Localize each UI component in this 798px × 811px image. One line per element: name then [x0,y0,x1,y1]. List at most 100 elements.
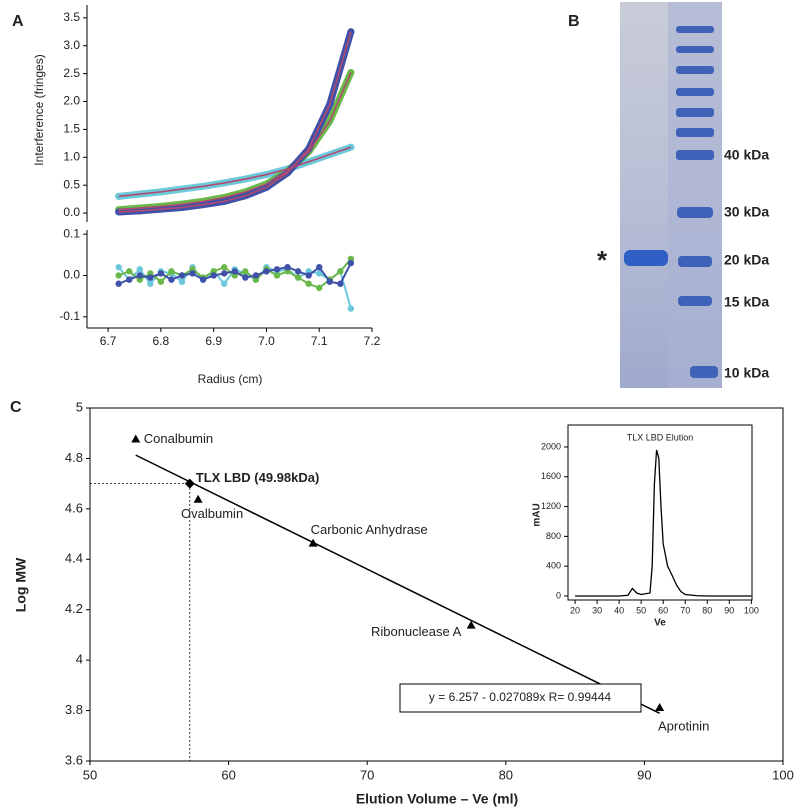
x-tick-label: 7.1 [311,334,328,348]
residual-point [305,280,312,287]
x-tick-label: 90 [637,767,651,782]
x-axis-label: Radius (cm) [198,372,263,386]
point-label: Aprotinin [658,718,709,733]
plot-frame [567,424,753,601]
residual-point [231,268,238,275]
residual-point [294,274,302,281]
x-tick-label: 7.2 [364,334,381,348]
x-tick-label: 100 [744,605,759,615]
ladder-label: 40 kDa [724,147,769,163]
y-tick-label: 3.6 [65,752,83,767]
x-tick-label: 80 [499,767,513,782]
x-tick-label: 6.7 [100,334,117,348]
x-tick-label: 6.9 [205,334,222,348]
data-point [131,434,141,443]
fit-equation: y = 6.257 - 0.027089x R= 0.99444 [429,690,611,704]
x-tick-label: 6.8 [153,334,170,348]
sample-band [624,250,668,266]
residual-point [157,270,165,277]
y-tick-label: 2.0 [63,94,80,108]
residual-point [326,278,333,285]
y-tick-label: 2000 [541,441,561,451]
residual-point [115,264,122,271]
residual-point [136,272,143,279]
residual-point [305,272,312,279]
residual-point [157,278,165,285]
y-tick-label: 1.5 [63,122,80,136]
residual-point [252,272,260,279]
highlight-point [184,478,195,489]
x-tick-label: 50 [636,605,646,615]
panel-label: C [10,399,22,416]
y-tick-label: 4 [76,652,83,667]
residual-point [221,264,228,271]
residual-point [136,266,143,273]
ladder-label: 20 kDa [724,252,769,268]
residual-point [337,280,344,287]
plot-frame [89,407,784,762]
residual-point [189,270,196,277]
residual-point [337,268,344,275]
data-curve [115,143,355,200]
residual-point [115,272,122,279]
residual-point [221,280,228,287]
equation-box [399,683,642,713]
residual-point [316,270,323,277]
residual-point [147,274,154,281]
residual-point [168,268,175,275]
y-tick-label: 400 [546,561,561,571]
y-axis-label: Interference (fringes) [32,54,46,165]
guide-line [90,483,191,761]
data-point [308,538,318,547]
ladder-label: 15 kDa [724,294,769,310]
y-tick-label: 4.6 [65,500,83,515]
ladder-label: 30 kDa [724,204,769,220]
residual-point [242,268,249,275]
x-axis-label: Elution Volume – Ve (ml) [356,791,518,807]
ladder-lane [668,2,722,388]
residual-point [284,264,291,271]
residual-point [294,268,302,275]
point-label: Conalbumin [144,431,213,446]
y-tick-label: 0 [556,590,561,600]
x-tick-label: 50 [83,767,97,782]
y-tick-label: 4.8 [65,450,83,465]
ladder-bands [676,26,718,378]
x-tick-label: 40 [614,605,624,615]
residual-point [178,272,186,279]
residual-point [126,276,133,283]
y-tick-label: 3.8 [65,702,83,717]
fit-line [118,31,352,213]
y-tick-label: 1.0 [63,149,80,163]
y-axis-label: Log MW [13,557,29,612]
x-tick-label: 80 [702,605,712,615]
fit-line [135,454,660,714]
panel-label: A [12,13,24,30]
chart-title: TLX LBD Elution [627,432,694,442]
residual-point [242,274,249,281]
residual-point [178,278,186,285]
x-tick-label: 70 [680,605,690,615]
residual-point [126,268,133,275]
x-tick-label: 30 [592,605,602,615]
data-curve [115,28,355,216]
y-tick-label: -0.1 [59,309,80,323]
residual-point [273,272,281,279]
x-tick-label: 100 [772,767,794,782]
x-tick-label: 90 [724,605,734,615]
y-tick-label: 3.0 [63,38,80,52]
y-tick-label: 800 [546,531,561,541]
residual-point [347,305,355,312]
y-tick-label: 0.0 [63,205,80,219]
residual-point [347,259,355,267]
residual-point [316,284,323,292]
y-tick-label: 0.1 [63,226,80,240]
data-point [466,620,476,629]
y-tick-label: 1200 [541,501,561,511]
residual-point [221,270,228,277]
y-tick-label: 1600 [541,471,561,481]
ladder-label: 10 kDa [724,365,769,381]
point-label: Ribonuclease A [371,624,462,639]
residual-point [210,272,217,279]
